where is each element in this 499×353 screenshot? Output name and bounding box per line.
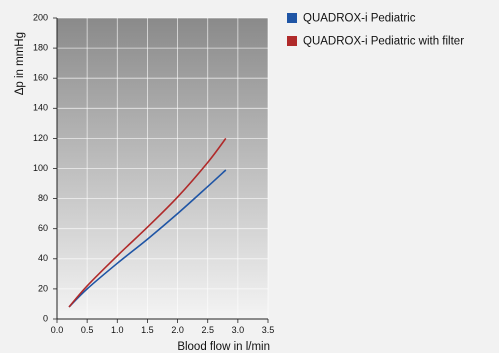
x-tick-label-3.0: 3.0: [232, 325, 245, 335]
legend-item-2: QUADROX-i Pediatric with filter: [287, 36, 464, 48]
y-tick-label-120: 120: [33, 133, 48, 143]
x-axis-title: Blood flow in l/min: [177, 341, 270, 353]
y-tick-label-140: 140: [33, 103, 48, 113]
x-tick-label-2.0: 2.0: [171, 325, 184, 335]
legend-label-2: QUADROX-i Pediatric with filter: [303, 36, 464, 48]
series-line-2: [68, 137, 227, 308]
grid-lines: [57, 17, 269, 319]
y-tick-label-200: 200: [33, 12, 48, 22]
x-tick-label-0.0: 0.0: [51, 325, 64, 335]
series-lines: [68, 137, 227, 308]
legend: QUADROX-i Pediatric QUADROX-i Pediatric …: [287, 13, 464, 48]
legend-item-1: QUADROX-i Pediatric: [287, 13, 416, 25]
y-tick-label-100: 100: [33, 163, 48, 173]
y-tick-label-20: 20: [38, 283, 48, 293]
x-tick-labels: 0.0 0.5 1.0 1.5 2.0 2.5 3.0 3.5: [51, 325, 275, 335]
legend-swatch-1: [287, 13, 297, 23]
x-tick-label-2.5: 2.5: [201, 325, 214, 335]
y-tick-label-160: 160: [33, 73, 48, 83]
y-tick-label-60: 60: [38, 223, 48, 233]
y-tick-label-0: 0: [43, 313, 48, 323]
axes: [53, 17, 269, 323]
y-axis-title: Δp in mmHg: [14, 32, 26, 95]
y-tick-labels: 0 20 40 60 80 100 120 140 160 180 200: [33, 12, 48, 323]
legend-swatch-2: [287, 36, 297, 46]
y-tick-label-180: 180: [33, 42, 48, 52]
series-line-1: [68, 169, 227, 308]
x-tick-label-3.5: 3.5: [262, 325, 275, 335]
x-tick-label-0.5: 0.5: [81, 325, 94, 335]
x-tick-label-1.5: 1.5: [141, 325, 154, 335]
y-tick-label-40: 40: [38, 253, 48, 263]
y-tick-label-80: 80: [38, 193, 48, 203]
x-tick-label-1.0: 1.0: [111, 325, 124, 335]
legend-label-1: QUADROX-i Pediatric: [303, 13, 416, 25]
